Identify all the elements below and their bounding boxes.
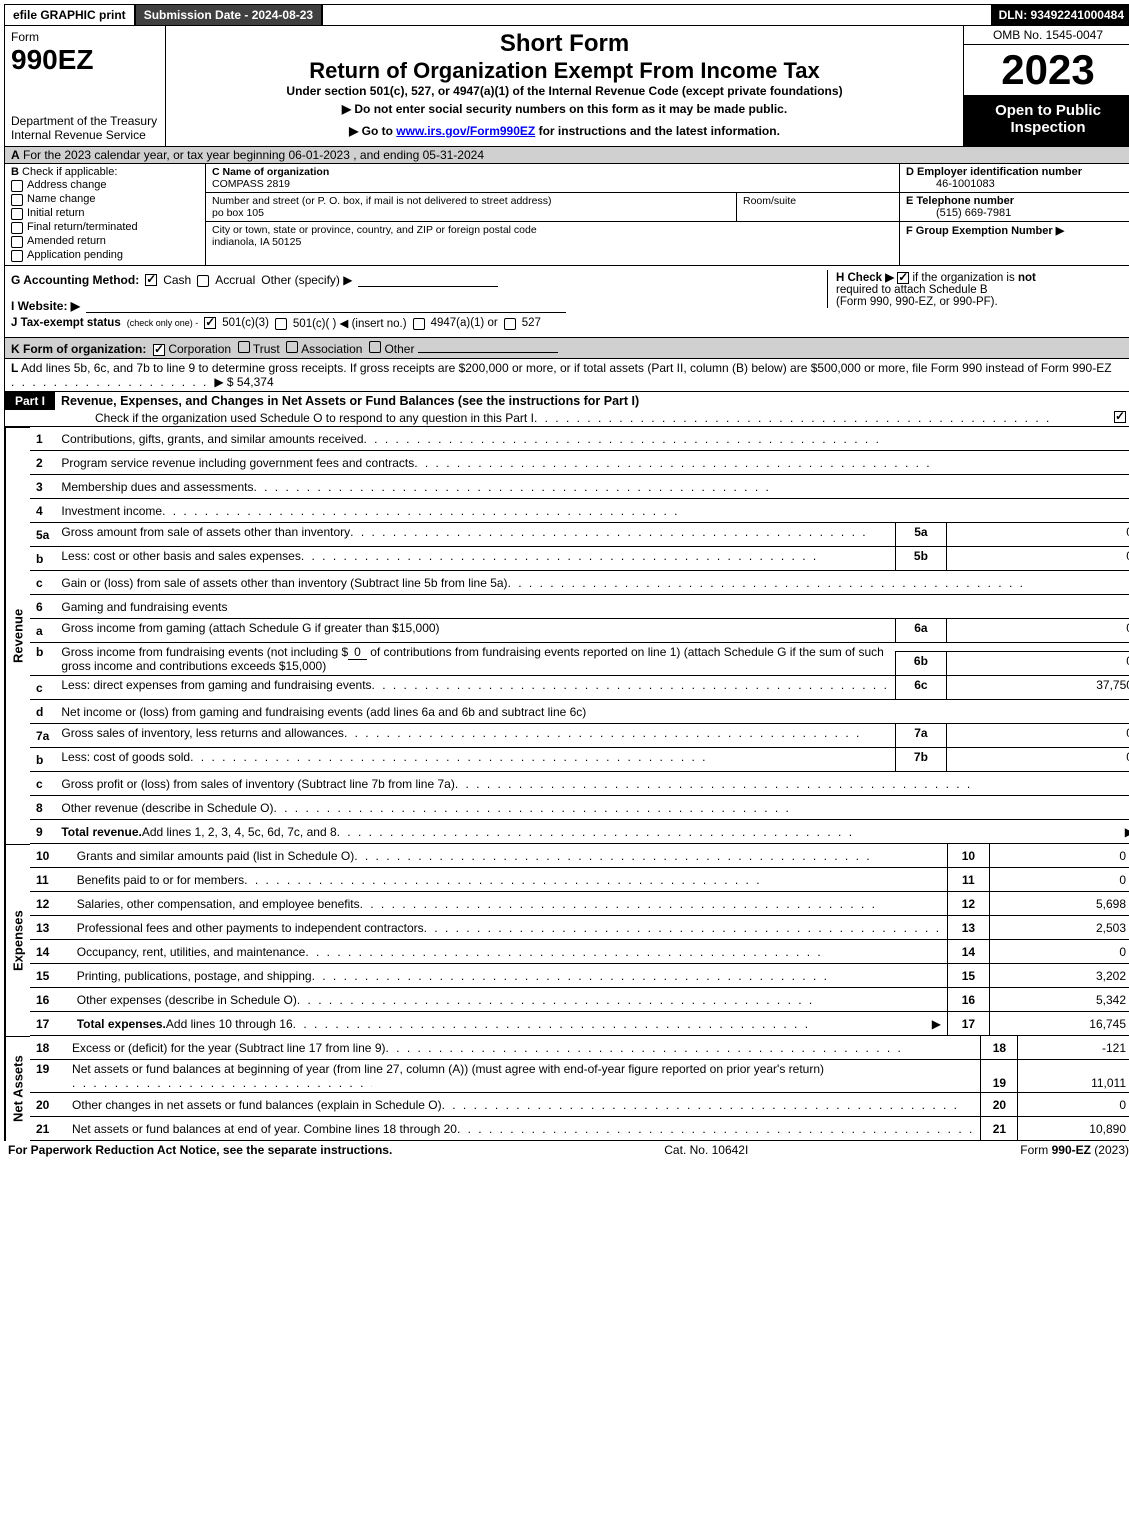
return-subtitle: Under section 501(c), 527, or 4947(a)(1)… [176,84,953,98]
checkbox-corporation[interactable] [153,344,165,356]
line-7b: b Less: cost of goods sold 7b 0 [30,748,1129,772]
line-16: 16 Other expenses (describe in Schedule … [30,988,1129,1012]
efile-print-button[interactable]: efile GRAPHIC print [5,5,136,25]
line-6a: a Gross income from gaming (attach Sched… [30,619,1129,643]
tax-year: 2023 [964,45,1129,96]
short-form-title: Short Form [176,30,953,58]
line-17: 17 Total expenses. Add lines 10 through … [30,1012,1129,1036]
org-name: COMPASS 2819 [212,178,290,190]
section-l: L Add lines 5b, 6c, and 7b to line 9 to … [4,359,1129,392]
form-number: 990EZ [11,44,159,76]
checkbox-final-return[interactable] [11,222,23,234]
open-public-badge: Open to Public Inspection [964,96,1129,146]
ein-value: 46-1001083 [906,178,995,190]
line-7a: 7a Gross sales of inventory, less return… [30,724,1129,748]
net-assets-section: Net Assets 18 Excess or (deficit) for th… [4,1036,1129,1141]
dln-number: DLN: 93492241000484 [991,5,1129,25]
section-d-e-f: D Employer identification number 46-1001… [900,164,1129,265]
line-19: 19 Net assets or fund balances at beginn… [30,1060,1129,1093]
line-6d: d Net income or (loss) from gaming and f… [30,700,1129,724]
line-11: 11 Benefits paid to or for members 11 0 [30,868,1129,892]
checkbox-initial-return[interactable] [11,208,23,220]
line-18: 18 Excess or (deficit) for the year (Sub… [30,1036,1129,1060]
net-assets-side-label: Net Assets [5,1036,30,1141]
ssn-notice: ▶ Do not enter social security numbers o… [176,102,953,116]
part-i-title: Revenue, Expenses, and Changes in Net As… [55,392,1129,410]
line-15: 15 Printing, publications, postage, and … [30,964,1129,988]
catalog-number: Cat. No. 10642I [664,1143,748,1157]
checkbox-association[interactable] [286,341,298,353]
line-9: 9 Total revenue. Add lines 1, 2, 3, 4, 5… [30,820,1129,844]
city-state-zip: indianola, IA 50125 [212,236,301,248]
checkbox-4947[interactable] [413,318,425,330]
checkbox-cash[interactable] [145,274,157,286]
phone-value: (515) 669-7981 [906,207,1126,219]
section-h: H Check ▶ if the organization is not req… [827,270,1126,308]
line-7c: c Gross profit or (loss) from sales of i… [30,772,1129,796]
page-footer: For Paperwork Reduction Act Notice, see … [4,1141,1129,1159]
form-label: Form [11,30,159,44]
checkbox-501c3[interactable] [204,317,216,329]
line-4: 4 Investment income 4 1 [30,499,1129,523]
checkbox-amended-return[interactable] [11,236,23,248]
checkbox-schedule-o-used[interactable] [1114,411,1126,423]
department-label: Department of the Treasury Internal Reve… [11,114,159,142]
line-3: 3 Membership dues and assessments 3 0 [30,475,1129,499]
line-6: 6 Gaming and fundraising events [30,595,1129,619]
line-5a: 5a Gross amount from sale of assets othe… [30,523,1129,547]
line-5b: b Less: cost or other basis and sales ex… [30,547,1129,571]
line-12: 12 Salaries, other compensation, and emp… [30,892,1129,916]
form-header: Form 990EZ Department of the Treasury In… [4,26,1129,147]
line-13: 13 Professional fees and other payments … [30,916,1129,940]
checkbox-trust[interactable] [238,341,250,353]
checkbox-accrual[interactable] [197,275,209,287]
top-bar: efile GRAPHIC print Submission Date - 20… [4,4,1129,26]
other-org-input[interactable] [418,340,558,353]
section-c: C Name of organization COMPASS 2819 Numb… [206,164,900,265]
instructions-link-line: ▶ Go to www.irs.gov/Form990EZ for instru… [176,124,953,138]
line-6c: c Less: direct expenses from gaming and … [30,676,1129,700]
line-1: 1 Contributions, gifts, grants, and simi… [30,427,1129,451]
checkbox-501c[interactable] [275,318,287,330]
section-k: K Form of organization: Corporation Trus… [4,338,1129,359]
omb-number: OMB No. 1545-0047 [964,26,1129,45]
line-20: 20 Other changes in net assets or fund b… [30,1093,1129,1117]
header-left: Form 990EZ Department of the Treasury In… [5,26,166,146]
header-center: Short Form Return of Organization Exempt… [166,26,964,146]
section-b: B Check if applicable: Address change Na… [5,164,206,265]
checkbox-527[interactable] [504,318,516,330]
line-10: 10 Grants and similar amounts paid (list… [30,844,1129,868]
line-5c: c Gain or (loss) from sale of assets oth… [30,571,1129,595]
return-title: Return of Organization Exempt From Incom… [176,58,953,84]
checkbox-other-org[interactable] [369,341,381,353]
street-address: po box 105 [212,207,264,219]
section-g-to-j: H Check ▶ if the organization is not req… [4,266,1129,338]
checkbox-address-change[interactable] [11,180,23,192]
line-21: 21 Net assets or fund balances at end of… [30,1117,1129,1141]
line-8: 8 Other revenue (describe in Schedule O)… [30,796,1129,820]
submission-date: Submission Date - 2024-08-23 [136,5,323,25]
expenses-section: Expenses 10 Grants and similar amounts p… [4,844,1129,1036]
header-right: OMB No. 1545-0047 2023 Open to Public In… [964,26,1129,146]
gross-receipts-value: $ 54,374 [227,375,274,389]
expenses-side-label: Expenses [5,844,30,1036]
checkbox-application-pending[interactable] [11,250,23,262]
line-14: 14 Occupancy, rent, utilities, and maint… [30,940,1129,964]
other-method-input[interactable] [358,274,498,287]
irs-link[interactable]: www.irs.gov/Form990EZ [396,124,535,138]
line-6b: b Gross income from fundraising events (… [30,643,1129,676]
checkbox-schedule-b-not-required[interactable] [897,272,909,284]
part-i-label: Part I [5,392,55,410]
paperwork-notice: For Paperwork Reduction Act Notice, see … [8,1143,392,1157]
form-reference: Form 990-EZ (2023) [1020,1143,1129,1157]
part-i-header: Part I Revenue, Expenses, and Changes in… [4,392,1129,427]
revenue-section: Revenue 1 Contributions, gifts, grants, … [4,427,1129,844]
info-grid: B Check if applicable: Address change Na… [4,164,1129,266]
line-2: 2 Program service revenue including gove… [30,451,1129,475]
website-input[interactable] [86,300,566,313]
section-a: A For the 2023 calendar year, or tax yea… [4,147,1129,164]
revenue-side-label: Revenue [5,427,30,844]
checkbox-name-change[interactable] [11,194,23,206]
